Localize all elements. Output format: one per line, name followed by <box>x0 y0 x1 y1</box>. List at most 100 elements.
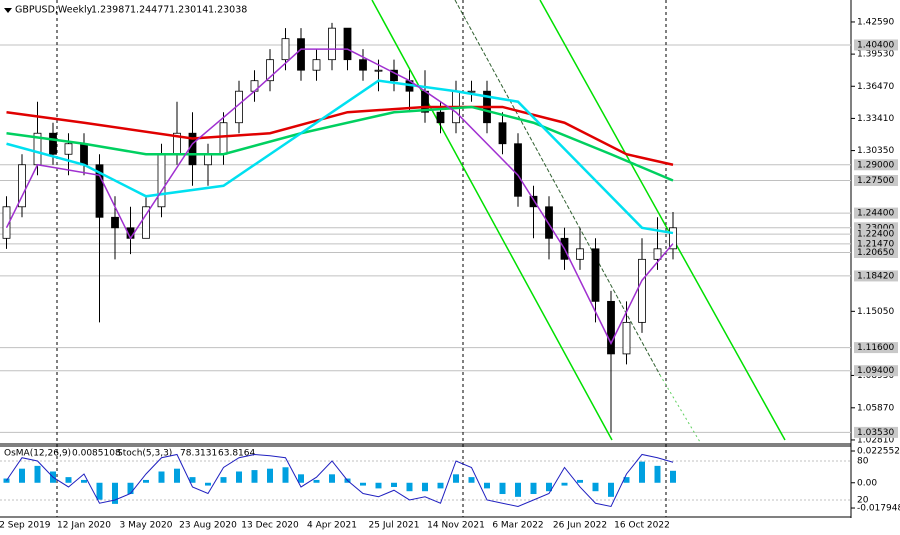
moving-average <box>5 48 674 346</box>
y-tick-label: 1.33410 <box>857 114 894 124</box>
level-box <box>854 39 898 51</box>
level-box <box>854 207 898 219</box>
osma-bar <box>561 482 568 486</box>
candle-body <box>436 111 445 124</box>
stoch-main: 78.3131 <box>180 449 217 459</box>
y-tick-label: 1.02810 <box>857 435 894 445</box>
x-tick-label: 3 May 2020 <box>120 521 173 531</box>
y-tick-label: -0.017948 <box>857 504 900 514</box>
osma-bar <box>530 482 537 495</box>
osma-bar <box>236 471 242 483</box>
x-tick-label: 12 Jan 2020 <box>57 521 111 531</box>
candle-body <box>312 59 321 71</box>
stoch-signal: 63.8164 <box>218 449 255 459</box>
stoch-line <box>6 453 674 508</box>
x-tick-label: 25 Jul 2021 <box>369 521 420 531</box>
osma-bar <box>143 479 149 483</box>
level-box <box>854 246 898 258</box>
level-label: 1.27500 <box>857 176 894 186</box>
osma-bar <box>546 482 552 492</box>
osma-bar <box>267 468 273 483</box>
x-tick-label: 14 Nov 2021 <box>427 521 485 531</box>
osma-bar <box>360 482 366 486</box>
channel-line <box>539 0 786 441</box>
candle-body <box>219 122 228 155</box>
osma-bar <box>205 482 211 486</box>
osma-bar <box>515 482 521 497</box>
candle-body <box>328 27 336 61</box>
x-tick-label: 4 Apr 2021 <box>307 521 357 531</box>
osma-bar <box>608 482 614 497</box>
stoch-name: Stoch(5,3,3) <box>117 449 172 459</box>
osma-bar <box>468 477 475 483</box>
candle-body <box>95 164 104 218</box>
osma-bar <box>220 477 227 483</box>
level-label: 1.09400 <box>857 366 894 376</box>
y-tick-label: 1.36470 <box>857 82 894 92</box>
y2-tick-label: 80 <box>857 456 869 466</box>
candle-body <box>157 153 166 208</box>
osma-bar <box>19 468 25 483</box>
level-label: 1.22400 <box>857 230 894 240</box>
ohlc-low: 1.23014 <box>169 5 208 16</box>
osma-bar <box>158 471 165 483</box>
candle-body <box>374 69 383 72</box>
osma-bar <box>577 479 583 483</box>
osma-bar <box>34 465 41 483</box>
level-label: 1.03530 <box>857 428 894 438</box>
moving-average <box>6 105 674 182</box>
osma-bar <box>499 482 506 495</box>
x-tick-label: 6 Mar 2022 <box>492 521 543 531</box>
level-box <box>854 175 898 187</box>
candle-body <box>204 153 212 166</box>
level-label: 1.20650 <box>857 248 894 258</box>
candle-body <box>638 258 646 323</box>
ohlc-open: 1.23987 <box>91 5 130 16</box>
osma-bar <box>437 482 444 489</box>
level-box <box>854 228 898 240</box>
candle-body <box>669 227 677 250</box>
osma-bar <box>174 468 180 483</box>
osma-bar <box>329 474 335 483</box>
level-label: 1.21470 <box>857 239 894 249</box>
osma-bar <box>282 467 289 483</box>
moving-average <box>6 105 674 166</box>
candle-body <box>529 195 538 208</box>
y-tick-label: 1.15050 <box>857 307 894 317</box>
candle-body <box>281 38 290 61</box>
level-label: 1.18420 <box>857 271 894 281</box>
candle-body <box>80 143 88 166</box>
y-tick-label: 0.00 <box>857 478 877 488</box>
ohlc-close: 1.23038 <box>208 5 247 16</box>
osma-bar <box>65 477 72 483</box>
symbol: GBPUSD,Weekly <box>15 5 93 16</box>
y-tick-label: 1.30350 <box>857 146 894 156</box>
candle-body <box>514 143 522 197</box>
osma-value: 0.0085108 <box>72 449 121 459</box>
y-tick-label: 1.05870 <box>857 403 894 413</box>
level-box <box>854 426 898 438</box>
osma-bar <box>127 482 134 495</box>
candle-body <box>266 59 274 82</box>
candle-body <box>49 132 57 155</box>
osma-bar <box>298 474 304 483</box>
candle-body <box>498 122 507 145</box>
osma-bar <box>406 482 413 492</box>
osma-bar <box>313 479 320 483</box>
level-label: 1.11600 <box>857 343 894 353</box>
osma-bar <box>375 482 382 489</box>
osma-bar <box>592 482 599 492</box>
level-label: 1.29000 <box>857 160 894 170</box>
x-tick-label: 26 Jun 2022 <box>553 521 607 531</box>
menu-triangle[interactable] <box>4 8 12 13</box>
candle-body <box>545 206 553 239</box>
candle-body <box>343 27 352 61</box>
candle-body <box>297 38 305 71</box>
osma-bar <box>670 470 676 483</box>
candle-body <box>390 69 398 82</box>
channel-line <box>371 0 613 441</box>
y2-tick-label: 20 <box>857 495 869 505</box>
level-box <box>854 222 898 234</box>
candle-body <box>64 143 73 155</box>
